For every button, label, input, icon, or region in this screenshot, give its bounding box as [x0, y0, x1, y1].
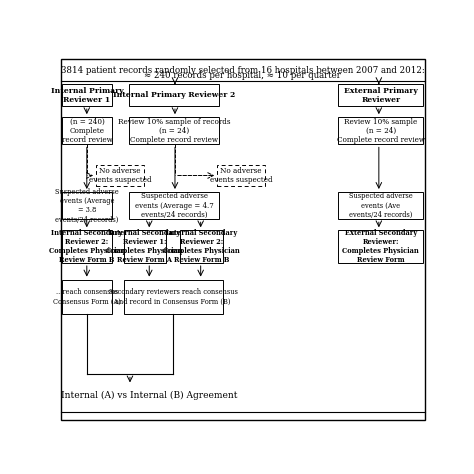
Text: Internal Secondary
Reviewer 1:
Completes Physician
Review Form A: Internal Secondary Reviewer 1: Completes… — [106, 229, 183, 264]
Bar — [338, 84, 423, 106]
Bar — [181, 230, 223, 263]
Text: Review 10% sample
(n = 24)
Complete record review: Review 10% sample (n = 24) Complete reco… — [337, 118, 425, 144]
Bar — [62, 230, 112, 263]
Text: Review 10% sample of records
(n = 24)
Complete record review: Review 10% sample of records (n = 24) Co… — [118, 118, 230, 144]
Bar — [62, 192, 112, 219]
Bar — [124, 280, 223, 314]
Text: Internal Secondary
Reviewer 2:
Completes Physician
Review Form B: Internal Secondary Reviewer 2: Completes… — [49, 229, 125, 264]
Bar — [338, 230, 423, 263]
Text: Secondary reviewers reach consensus
and record in Consensus Form (B): Secondary reviewers reach consensus and … — [109, 288, 237, 305]
Text: 3814 patient records randomly selected from 16 hospitals between 2007 and 2012:: 3814 patient records randomly selected f… — [61, 66, 425, 75]
Text: Internal (A) vs Internal (B) Agreement: Internal (A) vs Internal (B) Agreement — [61, 391, 237, 400]
Bar — [129, 84, 219, 106]
Text: No adverse
events suspected: No adverse events suspected — [89, 167, 151, 184]
Bar — [62, 280, 112, 314]
Text: External Primary
Reviewer: External Primary Reviewer — [344, 87, 418, 104]
Text: External Secondary
Reviewer:
Completes Physician
Review Form: External Secondary Reviewer: Completes P… — [342, 229, 419, 264]
Bar — [129, 192, 219, 219]
Text: (n = 240)
Complete
record review: (n = 240) Complete record review — [62, 118, 112, 144]
Bar — [62, 117, 112, 145]
Text: ...reach consensus
Consensus Form (A): ...reach consensus Consensus Form (A) — [53, 288, 121, 305]
Text: Internal Secondary
Reviewer 2:
Completes Physician
Review Form B: Internal Secondary Reviewer 2: Completes… — [163, 229, 240, 264]
Bar — [338, 192, 423, 219]
Bar — [338, 117, 423, 145]
Text: Internal Primary Reviewer 2: Internal Primary Reviewer 2 — [113, 91, 235, 99]
Bar — [96, 164, 144, 186]
Text: No adverse
events suspected: No adverse events suspected — [210, 167, 273, 184]
Bar — [217, 164, 265, 186]
Bar — [62, 84, 112, 106]
Text: Internal Primary
Reviewer 1: Internal Primary Reviewer 1 — [51, 87, 123, 104]
Bar — [124, 230, 166, 263]
Text: Suspected adverse
events (Average = 4.7
events/24 records): Suspected adverse events (Average = 4.7 … — [135, 192, 213, 219]
Bar — [129, 117, 219, 145]
Text: Suspected adverse
events (Ave
events/24 records): Suspected adverse events (Ave events/24 … — [349, 192, 412, 219]
Text: ≈ 240 records per hospital, ≈ 10 per quarter: ≈ 240 records per hospital, ≈ 10 per qua… — [145, 72, 341, 81]
Text: Suspected adverse
events (Average
= 3.8
events/24 records): Suspected adverse events (Average = 3.8 … — [55, 188, 119, 223]
